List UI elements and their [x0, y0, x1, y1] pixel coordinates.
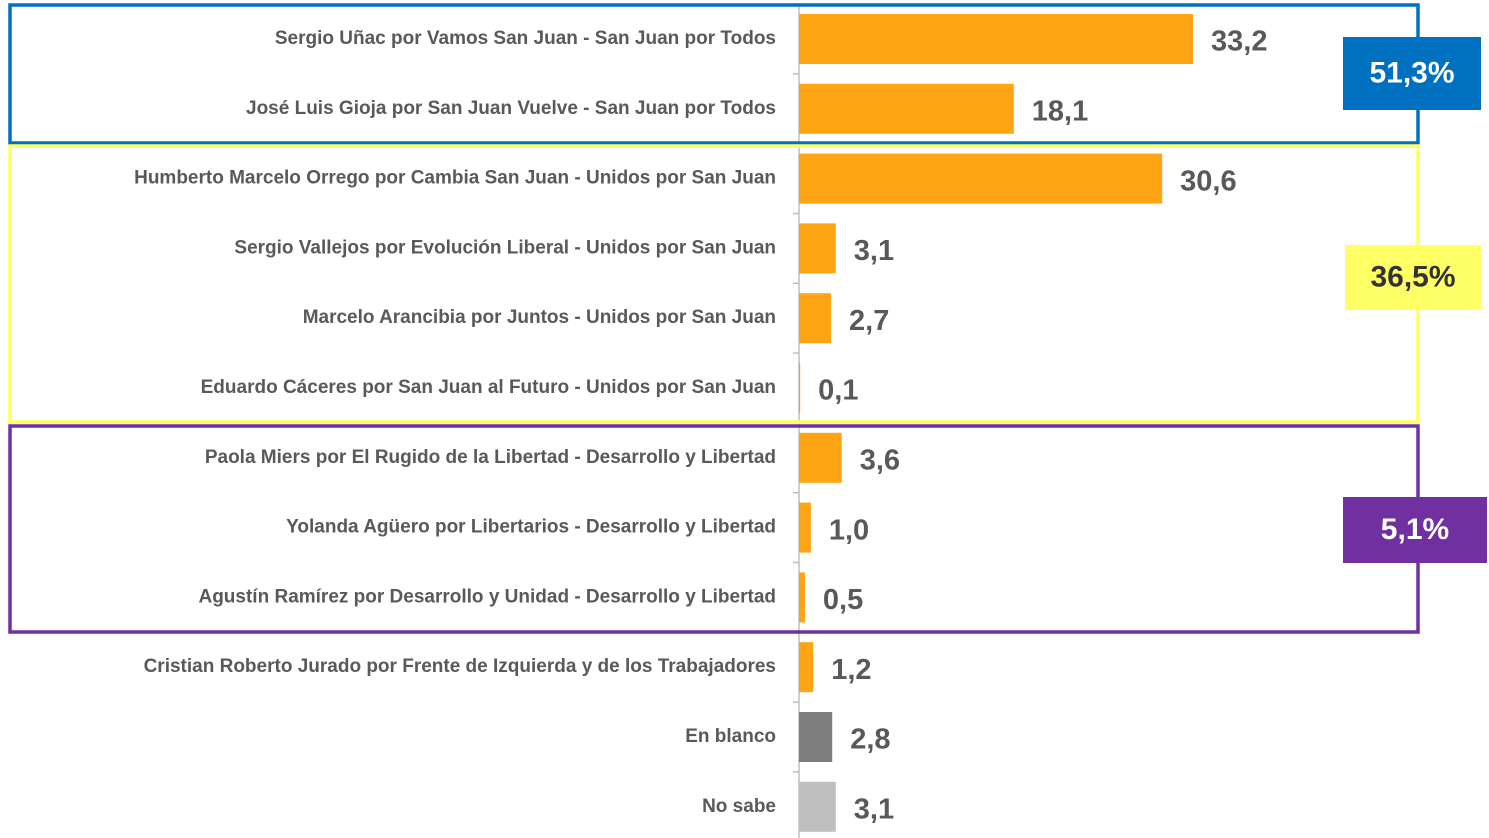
value-label: 1,0 [829, 514, 869, 546]
category-label: Eduardo Cáceres por San Juan al Futuro -… [201, 377, 776, 398]
category-label: Yolanda Agüero por Libertarios - Desarro… [286, 517, 776, 538]
group-total-box [1343, 497, 1487, 563]
bar [799, 363, 801, 413]
category-label: Cristian Roberto Jurado por Frente de Iz… [144, 656, 776, 677]
group-total-box [1345, 245, 1481, 310]
category-label: Sergio Vallejos por Evolución Liberal - … [234, 237, 776, 258]
value-label: 3,6 [860, 444, 900, 476]
category-label: Marcelo Arancibia por Juntos - Unidos po… [303, 307, 776, 328]
category-label: En blanco [685, 726, 776, 747]
group-total: 51,3% [1369, 56, 1454, 89]
group-total: 36,5% [1370, 260, 1455, 293]
bar [799, 502, 811, 553]
category-label: Sergio Uñac por Vamos San Juan - San Jua… [275, 28, 776, 49]
category-label: Agustín Ramírez por Desarrollo y Unidad … [198, 586, 776, 607]
value-label: 33,2 [1211, 26, 1267, 58]
bar [799, 642, 814, 693]
value-label: 0,1 [818, 375, 858, 407]
value-label: 2,8 [850, 724, 890, 756]
value-label: 1,2 [831, 654, 871, 686]
group-box [8, 3, 1420, 145]
bar [799, 14, 1193, 64]
category-label: Paola Miers por El Rugido de la Libertad… [205, 447, 776, 468]
category-label: No sabe [702, 796, 776, 817]
category-label: José Luis Gioja por San Juan Vuelve - Sa… [246, 98, 776, 119]
value-label: 2,7 [849, 305, 889, 337]
bar [799, 712, 833, 762]
value-label: 30,6 [1180, 165, 1236, 197]
bar [799, 223, 836, 274]
bar [799, 293, 832, 344]
value-label: 3,1 [854, 793, 894, 825]
group-total-box [1343, 37, 1481, 110]
category-label: Humberto Marcelo Orrego por Cambia San J… [134, 168, 776, 189]
value-label: 18,1 [1032, 95, 1088, 127]
group-total: 5,1% [1381, 513, 1449, 546]
bar [799, 153, 1163, 204]
bar [799, 781, 836, 832]
bar [799, 572, 805, 623]
bar [799, 432, 842, 483]
value-label: 3,1 [854, 235, 894, 267]
value-label: 0,5 [823, 584, 863, 616]
bar [799, 83, 1014, 134]
